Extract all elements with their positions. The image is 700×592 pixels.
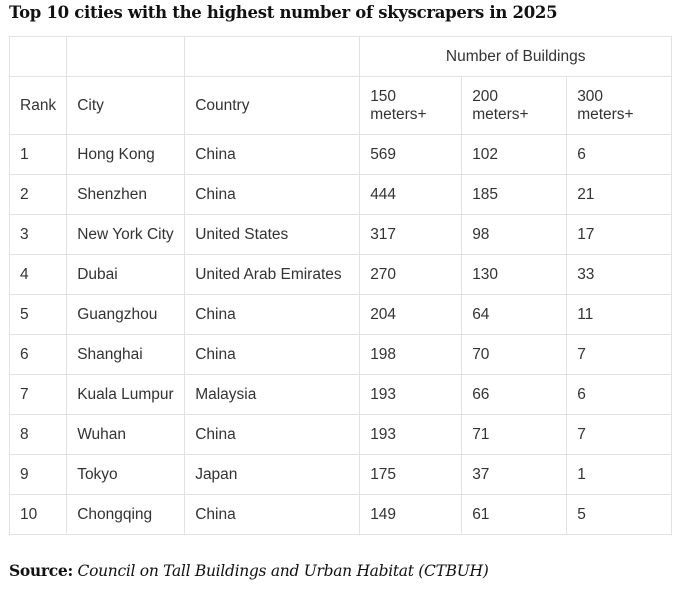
count-300m-cell: 33 (566, 254, 673, 295)
count-150m-cell: 149 (359, 494, 463, 535)
table-row: 1 Hong Kong China 569 102 6 (8, 134, 673, 175)
city-cell: Kuala Lumpur (66, 374, 186, 415)
count-300m-cell: 11 (566, 294, 673, 335)
header-300m: 300 meters+ (566, 76, 673, 135)
rank-cell: 9 (8, 454, 68, 495)
city-cell: Guangzhou (66, 294, 186, 335)
table-row: 7 Kuala Lumpur Malaysia 193 66 6 (8, 374, 673, 415)
number-of-buildings-header: Number of Buildings (359, 36, 673, 77)
country-cell: China (184, 414, 361, 455)
table-group-header-row: Number of Buildings (8, 36, 673, 77)
table-body: 1 Hong Kong China 569 102 6 2 Shenzhen C… (8, 134, 673, 535)
count-150m-cell: 317 (359, 214, 463, 255)
city-cell: Shanghai (66, 334, 186, 375)
country-cell: China (184, 174, 361, 215)
skyscrapers-table: Number of Buildings Rank City Country 15… (8, 36, 673, 535)
table-row: 5 Guangzhou China 204 64 11 (8, 294, 673, 335)
count-300m-cell: 6 (566, 374, 673, 415)
count-150m-cell: 204 (359, 294, 463, 335)
country-cell: Japan (184, 454, 361, 495)
source-note: Source: Council on Tall Buildings and Ur… (9, 561, 489, 580)
country-cell: China (184, 294, 361, 335)
count-300m-cell: 5 (566, 494, 673, 535)
city-cell: Tokyo (66, 454, 186, 495)
count-150m-cell: 193 (359, 374, 463, 415)
count-300m-cell: 1 (566, 454, 673, 495)
count-200m-cell: 102 (461, 134, 568, 175)
empty-header-cell (184, 36, 361, 77)
count-150m-cell: 444 (359, 174, 463, 215)
table-row: 9 Tokyo Japan 175 37 1 (8, 454, 673, 495)
table-row: 8 Wuhan China 193 71 7 (8, 414, 673, 455)
header-country: Country (184, 76, 361, 135)
count-200m-cell: 130 (461, 254, 568, 295)
page-title: Top 10 cities with the highest number of… (9, 3, 558, 22)
table-row: 4 Dubai United Arab Emirates 270 130 33 (8, 254, 673, 295)
country-cell: China (184, 334, 361, 375)
city-cell: Dubai (66, 254, 186, 295)
country-cell: United Arab Emirates (184, 254, 361, 295)
count-200m-cell: 185 (461, 174, 568, 215)
count-150m-cell: 198 (359, 334, 463, 375)
count-200m-cell: 71 (461, 414, 568, 455)
count-200m-cell: 37 (461, 454, 568, 495)
count-150m-cell: 270 (359, 254, 463, 295)
count-200m-cell: 61 (461, 494, 568, 535)
count-150m-cell: 569 (359, 134, 463, 175)
header-rank: Rank (8, 76, 68, 135)
table-row: 3 New York City United States 317 98 17 (8, 214, 673, 255)
count-200m-cell: 70 (461, 334, 568, 375)
count-150m-cell: 193 (359, 414, 463, 455)
rank-cell: 6 (8, 334, 68, 375)
table-row: 6 Shanghai China 198 70 7 (8, 334, 673, 375)
count-300m-cell: 21 (566, 174, 673, 215)
country-cell: China (184, 494, 361, 535)
table-header-row: Rank City Country 150 meters+ 200 meters… (8, 76, 673, 135)
city-cell: Chongqing (66, 494, 186, 535)
count-300m-cell: 17 (566, 214, 673, 255)
header-200m: 200 meters+ (461, 76, 568, 135)
country-cell: United States (184, 214, 361, 255)
count-200m-cell: 64 (461, 294, 568, 335)
header-city: City (66, 76, 186, 135)
city-cell: Wuhan (66, 414, 186, 455)
empty-header-cell (66, 36, 186, 77)
rank-cell: 3 (8, 214, 68, 255)
rank-cell: 10 (8, 494, 68, 535)
rank-cell: 4 (8, 254, 68, 295)
count-150m-cell: 175 (359, 454, 463, 495)
source-label: Source: (9, 561, 73, 580)
count-200m-cell: 98 (461, 214, 568, 255)
city-cell: Shenzhen (66, 174, 186, 215)
rank-cell: 8 (8, 414, 68, 455)
country-cell: China (184, 134, 361, 175)
header-150m: 150 meters+ (359, 76, 463, 135)
city-cell: Hong Kong (66, 134, 186, 175)
country-cell: Malaysia (184, 374, 361, 415)
count-300m-cell: 7 (566, 414, 673, 455)
empty-header-cell (8, 36, 68, 77)
rank-cell: 1 (8, 134, 68, 175)
rank-cell: 7 (8, 374, 68, 415)
count-200m-cell: 66 (461, 374, 568, 415)
count-300m-cell: 6 (566, 134, 673, 175)
rank-cell: 5 (8, 294, 68, 335)
table-row: 2 Shenzhen China 444 185 21 (8, 174, 673, 215)
table-row: 10 Chongqing China 149 61 5 (8, 494, 673, 535)
count-300m-cell: 7 (566, 334, 673, 375)
source-text: Council on Tall Buildings and Urban Habi… (77, 562, 489, 580)
city-cell: New York City (66, 214, 186, 255)
rank-cell: 2 (8, 174, 68, 215)
